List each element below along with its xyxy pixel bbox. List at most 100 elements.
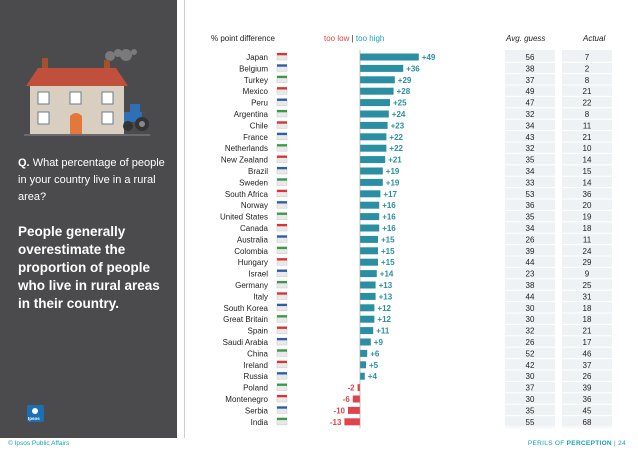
avg-guess-value: 30 <box>526 315 535 324</box>
flag-stripe <box>277 395 287 398</box>
actual-value: 8 <box>585 110 590 119</box>
data-bar <box>360 304 375 312</box>
avg-guess-value: 26 <box>526 235 535 244</box>
rural-house-illustration <box>24 49 150 136</box>
flag-stripe <box>277 383 287 386</box>
actual-value: 14 <box>583 156 592 165</box>
data-bar <box>360 224 380 232</box>
country-label: Poland <box>243 384 268 393</box>
country-label: Serbia <box>245 406 269 415</box>
bar-value-label: +22 <box>389 144 403 153</box>
flag-stripe <box>277 110 287 113</box>
country-label: South Korea <box>224 304 269 313</box>
data-bar <box>360 190 381 198</box>
actual-value: 46 <box>583 349 592 358</box>
actual-value: 21 <box>583 133 592 142</box>
bar-value-label: -6 <box>343 395 351 404</box>
avg-guess-value: 34 <box>526 167 535 176</box>
flag-stripe <box>277 144 287 147</box>
country-label: United States <box>220 213 268 222</box>
country-label: Ireland <box>244 361 268 370</box>
avg-guess-value: 35 <box>526 213 535 222</box>
header-too-high: too high <box>355 34 385 43</box>
actual-value: 18 <box>583 315 592 324</box>
avg-guess-value: 38 <box>526 281 535 290</box>
actual-value: 14 <box>583 178 592 187</box>
bar-value-label: +24 <box>392 110 406 119</box>
actual-value: 2 <box>585 64 590 73</box>
data-bar <box>360 338 371 346</box>
actual-value: 20 <box>583 201 592 210</box>
country-label: Hungary <box>238 258 268 267</box>
actual-value: 37 <box>583 361 592 370</box>
data-bar <box>360 327 374 335</box>
actual-value: 22 <box>583 99 592 108</box>
actual-value: 9 <box>585 270 590 279</box>
country-label: Canada <box>240 224 269 233</box>
data-bar <box>360 156 386 164</box>
header-point-difference: % point difference <box>211 34 275 43</box>
actual-value: 36 <box>583 190 592 199</box>
question-prefix: Q. <box>18 157 30 169</box>
actual-value: 18 <box>583 224 592 233</box>
flag-stripe <box>277 372 287 375</box>
avg-guess-value: 26 <box>526 338 535 347</box>
footer-brand-pre: PERILS OF <box>527 440 565 447</box>
actual-value: 11 <box>583 235 592 244</box>
country-label: Russia <box>244 372 269 381</box>
country-label: Italy <box>253 292 268 301</box>
actual-value: 8 <box>585 76 590 85</box>
country-label: Netherlands <box>225 144 268 153</box>
bar-value-label: +29 <box>398 76 412 85</box>
data-bar <box>360 144 387 152</box>
country-label: Colombia <box>234 247 268 256</box>
country-label: Brazil <box>248 167 268 176</box>
avg-guess-value: 44 <box>526 258 535 267</box>
avg-guess-value: 23 <box>526 270 535 279</box>
bar-value-label: +17 <box>383 190 397 199</box>
flag-stripe <box>277 189 287 193</box>
bar-value-label: +13 <box>379 292 393 301</box>
actual-value: 18 <box>583 304 592 313</box>
bar-value-label: +28 <box>397 87 411 96</box>
country-label: Norway <box>241 201 268 210</box>
data-bar <box>360 247 378 255</box>
actual-value: 15 <box>583 167 592 176</box>
avg-guess-value: 32 <box>526 327 535 336</box>
country-label: South Africa <box>225 190 269 199</box>
country-label: Belgium <box>239 64 268 73</box>
actual-value: 24 <box>583 247 592 256</box>
avg-guess-value: 38 <box>526 64 535 73</box>
actual-value: 19 <box>583 213 592 222</box>
flag-stripe <box>277 360 287 364</box>
bar-value-label: +6 <box>370 349 380 358</box>
actual-value: 21 <box>583 327 592 336</box>
answer-text: People generally overestimate the propor… <box>18 224 160 311</box>
avg-guess-value: 43 <box>526 133 535 142</box>
data-bar <box>360 315 375 323</box>
flag-stripe <box>277 87 287 90</box>
bar-value-label: +11 <box>376 327 390 336</box>
data-bar <box>360 99 390 107</box>
flag-stripe <box>277 132 287 136</box>
avg-guess-value: 35 <box>526 156 535 165</box>
avg-guess-value: 34 <box>526 224 535 233</box>
bar-value-label: -10 <box>333 406 345 415</box>
country-label: Chile <box>250 121 269 130</box>
avg-guess-value: 49 <box>526 87 535 96</box>
bar-value-label: +15 <box>381 258 395 267</box>
actual-value: 10 <box>583 144 592 153</box>
footer-page-number: 24 <box>618 440 626 447</box>
country-label: China <box>247 349 268 358</box>
flag-stripe <box>277 417 287 421</box>
country-label: Sweden <box>239 178 268 187</box>
avg-guess-value: 56 <box>526 53 535 62</box>
question-body: What percentage of people in your countr… <box>18 157 165 203</box>
flag-stripe <box>277 167 287 170</box>
country-label: Israel <box>248 270 268 279</box>
actual-value: 11 <box>583 121 592 130</box>
flag-stripe <box>277 292 287 295</box>
avg-guess-value: 32 <box>526 110 535 119</box>
data-bar <box>360 133 387 141</box>
flag-stripe <box>277 53 287 56</box>
